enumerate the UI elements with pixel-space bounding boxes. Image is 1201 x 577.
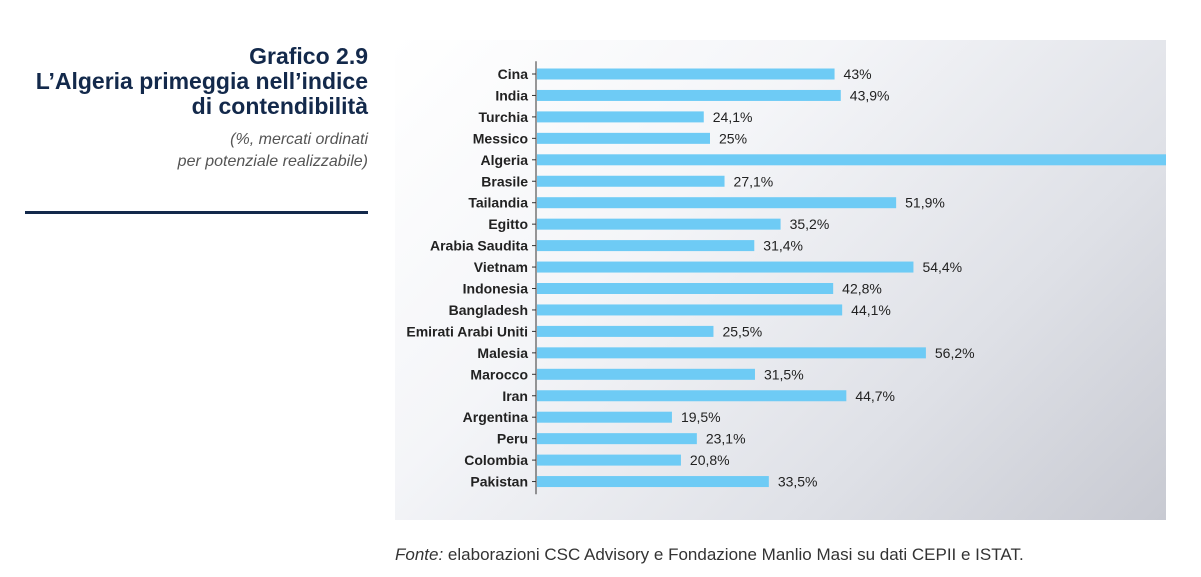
category-label: Argentina — [463, 409, 529, 425]
bar — [537, 175, 725, 187]
bar — [537, 132, 710, 144]
category-label: India — [495, 87, 528, 103]
category-label: Iran — [502, 388, 528, 404]
chart-title-line-2: di contendibilità — [191, 93, 368, 119]
value-label: 24,1% — [713, 109, 753, 125]
category-label: Turchia — [478, 109, 528, 125]
category-label: Pakistan — [470, 474, 528, 490]
source-text: elaborazioni CSC Advisory e Fondazione M… — [443, 545, 1024, 564]
value-label: 56,2% — [935, 345, 975, 361]
value-label: 33,5% — [778, 474, 818, 490]
value-label: 54,4% — [922, 259, 962, 275]
category-label: Peru — [497, 431, 528, 447]
chart-subtitle-line-1: (%, mercati ordinati — [230, 131, 368, 148]
value-label: 25% — [719, 130, 747, 146]
category-label: Cina — [498, 66, 529, 82]
title-divider — [25, 211, 368, 214]
bar — [537, 154, 1166, 166]
category-label: Indonesia — [463, 281, 529, 297]
chart-panel — [395, 40, 1166, 520]
bar — [537, 454, 681, 466]
value-label: 43,9% — [850, 87, 890, 103]
bar — [537, 411, 672, 423]
bar — [537, 111, 704, 123]
chart-title-line-1: L’Algeria primeggia nell’indice — [35, 68, 368, 94]
bar — [537, 476, 769, 488]
bar-chart: Cina 43% India 43,9% Turchia 24,1% Messico 25% A… — [406, 61, 1166, 495]
bar — [537, 240, 755, 252]
category-label: Algeria — [481, 152, 529, 168]
value-label: 42,8% — [842, 281, 882, 297]
bar — [537, 347, 926, 359]
value-label: 23,1% — [706, 431, 746, 447]
category-label: Marocco — [470, 366, 528, 382]
value-label: 43% — [844, 66, 872, 82]
value-label: 35,2% — [790, 216, 830, 232]
category-label: Bangladesh — [449, 302, 528, 318]
bar — [537, 325, 714, 337]
source-prefix: Fonte: — [395, 545, 444, 564]
value-label: 44,1% — [851, 302, 891, 318]
bar — [537, 390, 847, 402]
value-label: 20,8% — [690, 452, 730, 468]
bar — [537, 261, 914, 273]
category-label: Tailandia — [468, 195, 528, 211]
category-label: Emirati Arabi Uniti — [406, 323, 528, 339]
value-label: 27,1% — [734, 173, 774, 189]
value-label: 19,5% — [681, 409, 721, 425]
bar — [537, 433, 697, 445]
chart-subtitle-line-2: per potenziale realizzabile) — [177, 153, 368, 170]
source-note: Fonte: elaborazioni CSC Advisory e Fonda… — [395, 545, 1024, 565]
value-label: 51,9% — [905, 195, 945, 211]
chart-number: Grafico 2.9 — [249, 43, 368, 69]
bar — [537, 368, 755, 380]
bar — [537, 89, 841, 101]
bar — [537, 283, 834, 294]
category-label: Malesia — [477, 345, 528, 361]
chart-header: Grafico 2.9 L’Algeria primeggia nell’ind… — [8, 44, 368, 173]
bar — [537, 304, 843, 316]
category-label: Arabia Saudita — [430, 238, 528, 254]
category-label: Colombia — [464, 452, 528, 468]
category-label: Egitto — [488, 216, 528, 232]
value-label: 31,5% — [764, 366, 804, 382]
category-label: Brasile — [481, 173, 528, 189]
bar — [537, 218, 781, 230]
bar — [537, 197, 897, 209]
value-label: 25,5% — [722, 323, 762, 339]
bar — [537, 68, 835, 80]
value-label: 31,4% — [763, 238, 803, 254]
category-label: Messico — [473, 130, 528, 146]
value-label: 44,7% — [855, 388, 895, 404]
category-label: Vietnam — [474, 259, 528, 275]
